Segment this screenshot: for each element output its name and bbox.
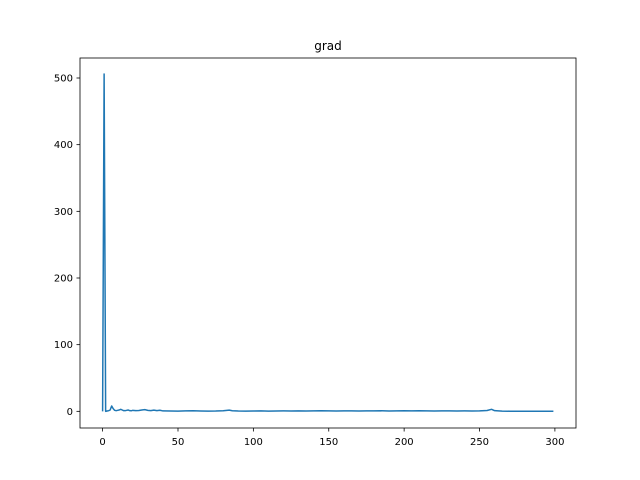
x-tick-label: 100 xyxy=(244,437,263,448)
series-line xyxy=(101,73,554,413)
y-tick-label: 0 xyxy=(67,407,73,418)
x-axis-ticks: 0 50 100 150 200 250 300 xyxy=(99,428,564,448)
x-tick-label: 150 xyxy=(319,437,338,448)
x-tick-label: 200 xyxy=(395,437,414,448)
x-tick-label: 250 xyxy=(470,437,489,448)
plot-area-frame xyxy=(79,57,577,429)
y-tick-label: 200 xyxy=(54,274,73,285)
y-tick-label: 500 xyxy=(54,74,73,85)
x-tick-label: 0 xyxy=(99,437,105,448)
y-tick-label: 400 xyxy=(54,140,73,151)
chart-title: grad xyxy=(314,39,342,53)
y-tick-label: 100 xyxy=(54,340,73,351)
x-tick-label: 300 xyxy=(545,437,564,448)
y-axis-ticks: 0 100 200 300 400 500 xyxy=(54,74,80,418)
x-tick-label: 50 xyxy=(172,437,185,448)
y-tick-label: 300 xyxy=(54,207,73,218)
